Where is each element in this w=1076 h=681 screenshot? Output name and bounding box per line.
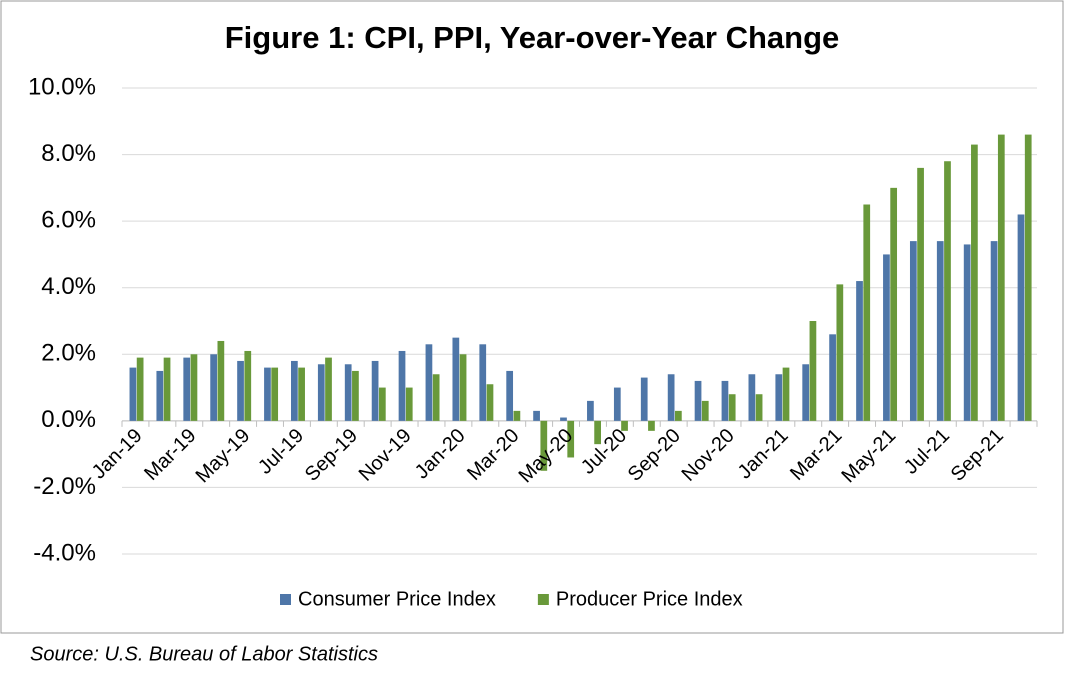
bar [271, 367, 279, 421]
bar [210, 354, 217, 421]
chart-title: Figure 1: CPI, PPI, Year-over-Year Chang… [225, 20, 840, 55]
y-tick-label: 2.0% [41, 340, 96, 367]
bar [1017, 214, 1025, 421]
bar [694, 380, 702, 421]
bar [325, 357, 332, 421]
y-tick-label: 0.0% [41, 406, 96, 433]
legend-swatch [537, 594, 549, 605]
bar [587, 400, 594, 421]
bar [856, 281, 863, 421]
bar [479, 344, 487, 421]
bar [398, 350, 406, 421]
bar [425, 344, 433, 421]
bar [721, 380, 729, 421]
bar [378, 387, 386, 421]
bar [560, 417, 567, 421]
bar [317, 364, 325, 421]
bar [183, 357, 191, 421]
bar [890, 187, 898, 421]
bar [674, 410, 682, 421]
bar [352, 370, 359, 421]
bar [513, 410, 521, 421]
bar [990, 241, 998, 421]
bar [755, 394, 763, 421]
bar [217, 340, 225, 421]
bar [540, 420, 548, 471]
bar [432, 374, 440, 421]
bar [782, 367, 790, 421]
bar [486, 384, 494, 421]
bar [728, 394, 736, 421]
bar [640, 377, 648, 421]
bar [506, 370, 514, 421]
bar [405, 387, 413, 421]
bar [997, 134, 1005, 421]
bar [244, 350, 252, 421]
bar [298, 367, 305, 421]
y-tick-label: 4.0% [41, 273, 96, 300]
bar [809, 321, 817, 421]
chart-frame [0, 0, 1064, 634]
bar [237, 360, 244, 421]
bar [936, 241, 944, 421]
bar [613, 387, 621, 421]
y-tick-label: 10.0% [28, 73, 96, 100]
bar [163, 357, 171, 421]
bar [909, 241, 917, 421]
bar [264, 367, 271, 421]
bar [344, 364, 352, 421]
bar [701, 400, 709, 421]
bar [971, 144, 978, 421]
legend-swatch [280, 594, 291, 605]
y-tick-label: 6.0% [41, 206, 96, 233]
bar [829, 334, 836, 421]
bar [371, 360, 379, 421]
bar [567, 420, 575, 458]
bar [533, 410, 540, 421]
bar [667, 374, 675, 421]
bar [917, 167, 924, 421]
bar [129, 367, 137, 421]
bar [775, 374, 783, 421]
bar [452, 337, 460, 421]
bar [883, 254, 890, 421]
bar [621, 420, 628, 431]
bar [291, 360, 298, 421]
bar [594, 420, 601, 445]
legend-label: Producer Price Index [556, 588, 743, 610]
bar [748, 374, 756, 421]
y-tick-label: -2.0% [33, 473, 96, 500]
bar [136, 357, 144, 421]
bar [944, 161, 951, 421]
bar [648, 420, 655, 431]
bar [863, 204, 871, 421]
bar [459, 354, 467, 421]
bar [190, 354, 198, 421]
bar [963, 244, 971, 421]
bar [802, 364, 810, 421]
y-tick-label: 8.0% [41, 140, 96, 167]
y-tick-label: -4.0% [33, 539, 96, 566]
source-note: Source: U.S. Bureau of Labor Statistics [30, 643, 378, 665]
bar [156, 370, 164, 421]
bar [836, 284, 844, 421]
bar [1024, 134, 1032, 421]
legend-label: Consumer Price Index [298, 588, 496, 610]
